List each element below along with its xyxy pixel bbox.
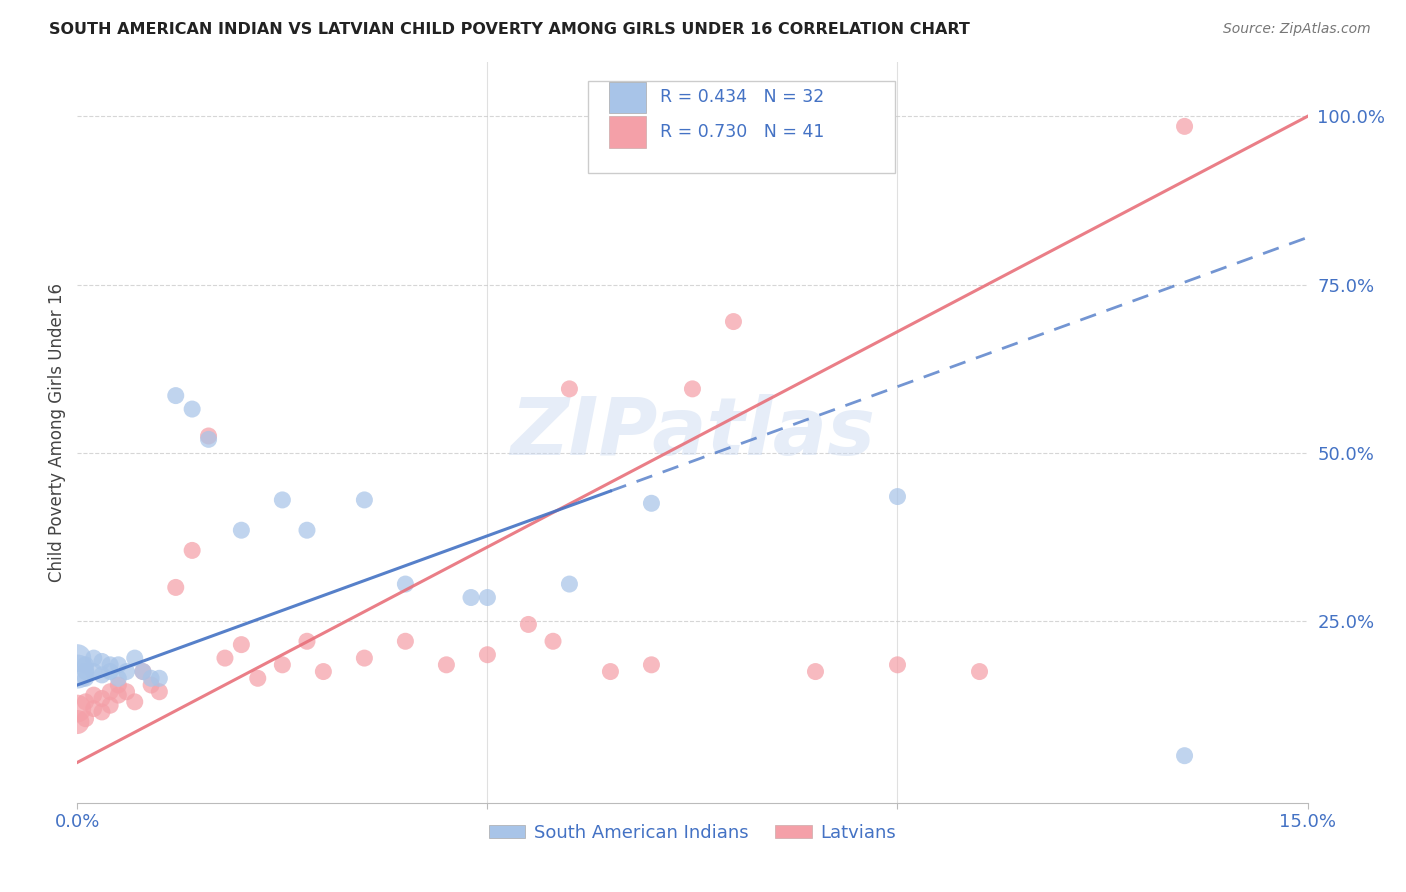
Point: [124, 695, 146, 709]
Point: [682, 382, 704, 396]
Point: [107, 688, 129, 702]
FancyBboxPatch shape: [588, 81, 896, 173]
Point: [132, 665, 155, 679]
Point: [312, 665, 335, 679]
Point: [436, 657, 458, 672]
Point: [231, 523, 253, 537]
Point: [295, 523, 318, 537]
Point: [66, 651, 89, 665]
Point: [969, 665, 991, 679]
Point: [246, 671, 269, 685]
Point: [98, 685, 121, 699]
Point: [886, 657, 908, 672]
FancyBboxPatch shape: [609, 82, 645, 112]
Point: [83, 688, 105, 702]
Point: [394, 577, 416, 591]
Point: [558, 577, 581, 591]
Point: [295, 634, 318, 648]
Point: [83, 701, 105, 715]
Point: [181, 543, 204, 558]
Point: [90, 691, 114, 706]
Point: [640, 496, 662, 510]
Point: [353, 492, 375, 507]
Point: [115, 685, 138, 699]
Point: [517, 617, 540, 632]
Y-axis label: Child Poverty Among Girls Under 16: Child Poverty Among Girls Under 16: [48, 283, 66, 582]
Point: [75, 712, 97, 726]
Point: [477, 591, 499, 605]
Point: [148, 671, 170, 685]
Point: [477, 648, 499, 662]
Point: [1174, 748, 1197, 763]
Point: [98, 665, 121, 679]
Point: [640, 657, 662, 672]
Point: [90, 655, 114, 669]
Point: [75, 665, 97, 679]
Text: Source: ZipAtlas.com: Source: ZipAtlas.com: [1223, 22, 1371, 37]
Point: [83, 651, 105, 665]
Point: [98, 698, 121, 713]
Point: [558, 382, 581, 396]
Point: [804, 665, 827, 679]
Point: [460, 591, 482, 605]
Point: [115, 665, 138, 679]
Point: [165, 581, 187, 595]
Legend: South American Indians, Latvians: South American Indians, Latvians: [481, 817, 904, 849]
Point: [599, 665, 621, 679]
Point: [165, 389, 187, 403]
Point: [214, 651, 236, 665]
Point: [1174, 120, 1197, 134]
Text: R = 0.434   N = 32: R = 0.434 N = 32: [661, 88, 825, 106]
Text: SOUTH AMERICAN INDIAN VS LATVIAN CHILD POVERTY AMONG GIRLS UNDER 16 CORRELATION : SOUTH AMERICAN INDIAN VS LATVIAN CHILD P…: [49, 22, 970, 37]
Point: [141, 671, 163, 685]
FancyBboxPatch shape: [609, 117, 645, 147]
Point: [148, 685, 170, 699]
Point: [75, 657, 97, 672]
Point: [886, 490, 908, 504]
Point: [75, 671, 97, 685]
Point: [98, 657, 121, 672]
Point: [75, 695, 97, 709]
Point: [107, 657, 129, 672]
Point: [90, 705, 114, 719]
Point: [66, 665, 89, 679]
Text: R = 0.730   N = 41: R = 0.730 N = 41: [661, 123, 825, 141]
Point: [83, 665, 105, 679]
Point: [231, 638, 253, 652]
Point: [107, 678, 129, 692]
Point: [132, 665, 155, 679]
Point: [141, 678, 163, 692]
Point: [723, 315, 745, 329]
Point: [197, 429, 219, 443]
Point: [107, 671, 129, 685]
Point: [66, 714, 89, 729]
Point: [181, 402, 204, 417]
Point: [271, 657, 294, 672]
Point: [394, 634, 416, 648]
Text: ZIPatlas: ZIPatlas: [510, 393, 875, 472]
Point: [66, 701, 89, 715]
Point: [90, 668, 114, 682]
Point: [271, 492, 294, 507]
Point: [353, 651, 375, 665]
Point: [124, 651, 146, 665]
Point: [197, 433, 219, 447]
Point: [541, 634, 564, 648]
